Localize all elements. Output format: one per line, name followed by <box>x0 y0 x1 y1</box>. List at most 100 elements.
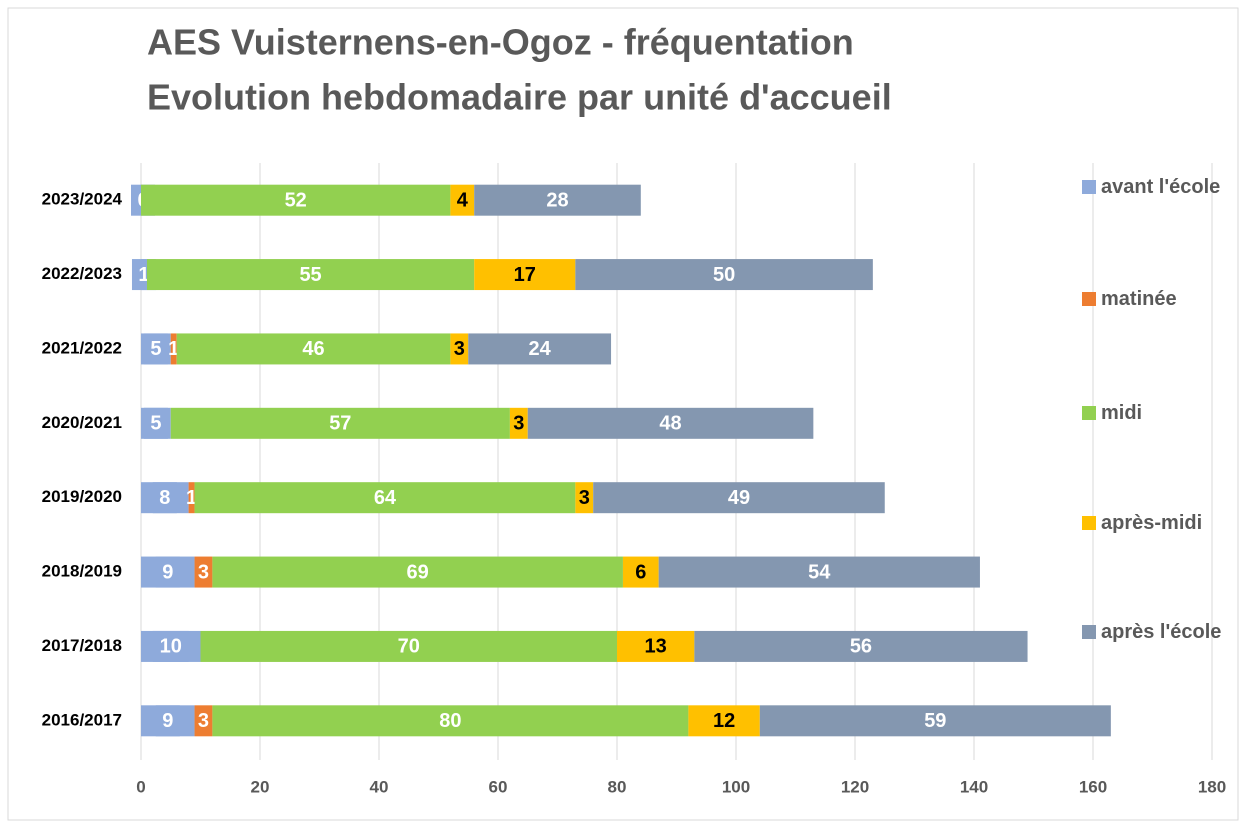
legend-label: après l'école <box>1101 621 1222 643</box>
bar-segment <box>194 556 213 588</box>
x-tick-label: 20 <box>251 777 270 796</box>
x-tick-label: 140 <box>960 777 988 796</box>
y-tick-label: 2018/2019 <box>42 562 122 581</box>
data-label: 6 <box>635 561 646 583</box>
data-label: 9 <box>162 710 173 732</box>
data-label: 9 <box>162 561 173 583</box>
legend-label: midi <box>1101 402 1143 424</box>
data-label: 64 <box>374 487 397 509</box>
data-label: 4 <box>457 189 469 211</box>
legend-item: matinée <box>1082 282 1232 316</box>
legend-swatch <box>1082 292 1096 306</box>
bar-segment <box>212 556 623 588</box>
x-tick-label: 80 <box>608 777 627 796</box>
data-label: 1 <box>186 487 197 509</box>
data-label: 48 <box>659 413 681 435</box>
bar-segment <box>688 705 760 737</box>
data-label: 57 <box>329 413 351 435</box>
data-label: 55 <box>299 264 321 286</box>
x-tick-label: 60 <box>489 777 508 796</box>
bar-segment <box>694 630 1028 662</box>
data-label: 70 <box>398 636 420 658</box>
data-label: 80 <box>439 710 461 732</box>
bar-segment <box>450 184 475 216</box>
bar-segment <box>170 333 177 365</box>
bar-segment <box>468 333 612 365</box>
legend-item: après-midi <box>1082 506 1232 540</box>
data-label-box <box>152 482 177 514</box>
data-label: 1 <box>168 338 179 360</box>
data-label: 13 <box>645 636 667 658</box>
y-tick-label: 2017/2018 <box>42 636 122 655</box>
data-label: 56 <box>850 636 872 658</box>
legend-item: avant l'école <box>1082 170 1232 204</box>
bar-segment <box>474 259 576 291</box>
data-label: 10 <box>160 636 182 658</box>
bar-segment <box>450 333 469 365</box>
data-label: 3 <box>198 710 209 732</box>
data-label-box <box>143 407 168 439</box>
data-label: 52 <box>285 189 307 211</box>
data-label: 59 <box>924 710 946 732</box>
bar-segment <box>146 259 475 291</box>
bar-segment <box>200 630 617 662</box>
data-label: 3 <box>579 487 590 509</box>
data-label-box <box>155 705 180 737</box>
data-label-box <box>152 630 189 662</box>
bar-segment <box>622 556 659 588</box>
bar-segment <box>617 630 695 662</box>
legend-label: après-midi <box>1101 512 1203 534</box>
bar-segment <box>170 407 510 439</box>
bar-segment <box>194 705 213 737</box>
data-label: 3 <box>198 561 209 583</box>
chart-border <box>7 7 1239 821</box>
data-label: 49 <box>728 487 750 509</box>
y-tick-label: 2019/2020 <box>42 487 122 506</box>
data-label: 3 <box>513 413 524 435</box>
legend-item: après l'école <box>1082 615 1232 649</box>
bar-segment <box>527 407 814 439</box>
data-label: 12 <box>713 710 735 732</box>
x-tick-label: 180 <box>1198 777 1226 796</box>
legend-swatch <box>1082 516 1096 530</box>
x-tick-label: 0 <box>136 777 145 796</box>
bar-segment <box>474 184 641 216</box>
y-tick-label: 2022/2023 <box>42 264 122 283</box>
x-tick-label: 100 <box>722 777 750 796</box>
data-label: 5 <box>150 338 161 360</box>
data-label: 5 <box>150 413 161 435</box>
data-label: 69 <box>407 561 429 583</box>
y-tick-label: 2016/2017 <box>42 710 122 729</box>
data-label: 17 <box>514 264 536 286</box>
x-tick-label: 120 <box>841 777 869 796</box>
legend-item: midi <box>1082 396 1232 430</box>
bar-segment <box>759 705 1111 737</box>
bar-segment <box>593 482 885 514</box>
data-label: 50 <box>713 264 735 286</box>
legend-label: avant l'école <box>1101 176 1221 198</box>
chart-title: AES Vuisternens-en-Ogoz - fréquentation <box>147 22 854 63</box>
legend-swatch <box>1082 406 1096 420</box>
legend-swatch <box>1082 625 1096 639</box>
data-label-box <box>143 333 168 365</box>
y-tick-label: 2021/2022 <box>42 338 122 357</box>
x-tick-label: 160 <box>1079 777 1107 796</box>
x-tick-label: 40 <box>370 777 389 796</box>
data-label: 46 <box>302 338 324 360</box>
legend-label: matinée <box>1101 288 1177 310</box>
bar-segment <box>575 482 594 514</box>
bar-segment <box>188 482 195 514</box>
data-label: 28 <box>546 189 568 211</box>
y-tick-label: 2023/2024 <box>42 190 123 209</box>
bar-segment <box>575 259 873 291</box>
bar-segment <box>658 556 980 588</box>
chart-subtitle: Evolution hebdomadaire par unité d'accue… <box>147 77 892 118</box>
bar-segment <box>212 705 689 737</box>
data-label: 3 <box>454 338 465 360</box>
data-label: 8 <box>159 487 170 509</box>
bar-segment <box>141 184 451 216</box>
data-label: 54 <box>808 561 831 583</box>
bar-segment <box>194 482 576 514</box>
bar-segment <box>176 333 451 365</box>
